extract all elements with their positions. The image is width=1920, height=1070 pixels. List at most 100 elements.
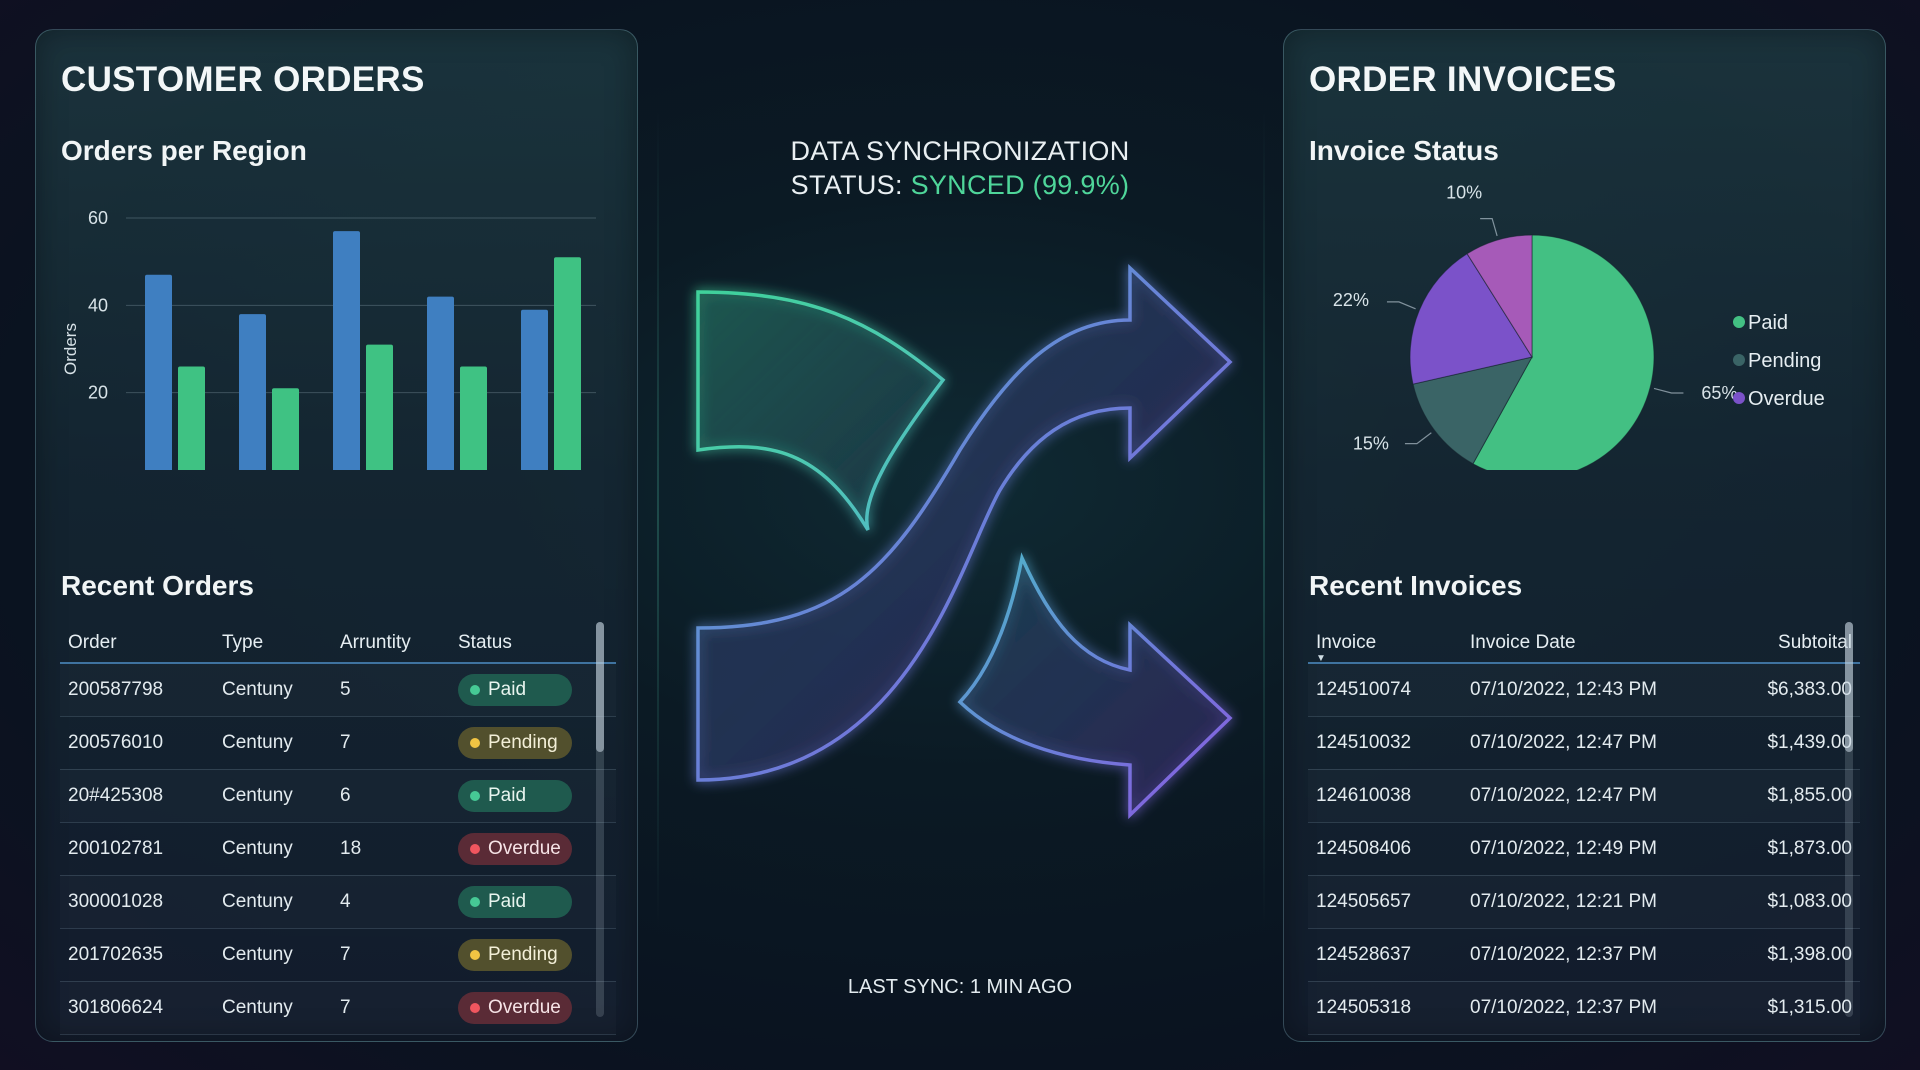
table-row[interactable]: 200587798 Centuny 5 Paid	[60, 663, 616, 717]
orders-chart-title: Orders per Region	[61, 135, 307, 166]
table-row[interactable]: 200102781 Centuny 18 Overdue	[60, 822, 616, 876]
sync-status-heading: DATA SYNCHRONIZATION STATUS: SYNCED (99.…	[660, 134, 1260, 202]
pie-percent-label: 15%	[1353, 434, 1389, 454]
table-row[interactable]: 20#425308 Centuny 6 Paid	[60, 769, 616, 823]
table-row[interactable]: 124610038 07/10/2022, 12:47 PM $1,855.00	[1308, 769, 1860, 823]
sync-heading-line: DATA SYNCHRONIZATION	[790, 136, 1130, 166]
order-id-cell: 200587798	[60, 663, 214, 717]
bar-green[interactable]	[178, 366, 205, 470]
column-header-subtotal[interactable]: Subtoital	[1732, 623, 1860, 664]
table-header-row: Order Type Arruntity Status	[60, 623, 616, 664]
table-row[interactable]: 124528637 07/10/2022, 12:37 PM $1,398.00	[1308, 928, 1860, 982]
order-type-cell: Centuny	[214, 822, 332, 876]
order-type-cell: Centuny	[214, 769, 332, 823]
table-row[interactable]: 300001028 Centuny 4 Paid	[60, 875, 616, 929]
column-header-type[interactable]: Type	[214, 623, 332, 664]
status-badge-label: Overdue	[488, 996, 561, 1018]
order-status-cell: Paid	[450, 875, 616, 929]
orders-per-region-chart: 0204060OrdersNorthEasWestRegionSouthRest	[61, 208, 596, 470]
column-header-quantity[interactable]: Arruntity	[332, 623, 450, 664]
recent-invoices-table: Invoice ▼ Invoice Date Subtoital 12451007…	[1308, 623, 1860, 1035]
bar-blue[interactable]	[427, 296, 454, 470]
sort-down-icon[interactable]: ▼	[1316, 653, 1326, 664]
status-badge: Pending	[458, 938, 572, 971]
table-row[interactable]: 124505318 07/10/2022, 12:37 PM $1,315.00	[1308, 981, 1860, 1035]
invoices-scrollbar[interactable]	[1845, 622, 1853, 1017]
status-badge: Overdue	[458, 991, 572, 1024]
invoice-date-cell: 07/10/2022, 12:37 PM	[1462, 928, 1732, 982]
pie-slice[interactable]	[1466, 234, 1533, 359]
legend-label[interactable]: Pending	[1748, 350, 1821, 372]
pie-slice[interactable]	[1409, 253, 1533, 385]
table-row[interactable]: 124510074 07/10/2022, 12:43 PM $6,383.00	[1308, 663, 1860, 717]
customer-orders-panel: CUSTOMER ORDERS Orders per Region 020406…	[35, 29, 638, 1042]
status-dot-icon	[470, 790, 480, 801]
invoice-date-cell: 07/10/2022, 12:47 PM	[1462, 769, 1732, 823]
invoice-id-cell: 124505657	[1308, 875, 1462, 929]
table-row[interactable]: 301806624 Centuny 7 Overdue	[60, 981, 616, 1035]
bar-green[interactable]	[554, 257, 581, 470]
order-type-cell: Centuny	[214, 716, 332, 770]
bar-blue[interactable]	[521, 309, 548, 470]
invoices-scroll-thumb[interactable]	[1845, 622, 1853, 752]
order-quantity-cell: 6	[332, 769, 450, 823]
column-header-invoice-date[interactable]: Invoice Date	[1462, 623, 1732, 664]
bar-green[interactable]	[460, 366, 487, 470]
table-row[interactable]: 200576010 Centuny 7 Pending	[60, 716, 616, 770]
bar-blue[interactable]	[333, 231, 360, 470]
bar-blue[interactable]	[239, 314, 266, 470]
table-row[interactable]: 124510032 07/10/2022, 12:47 PM $1,439.00	[1308, 716, 1860, 770]
invoice-id-cell: 124610038	[1308, 769, 1462, 823]
pie-percent-label: 22%	[1333, 290, 1369, 310]
orders-scroll-thumb[interactable]	[596, 622, 604, 752]
bar-green[interactable]	[366, 344, 393, 470]
arrow-down-right-shape	[957, 552, 1233, 820]
order-quantity-cell: 7	[332, 981, 450, 1035]
status-badge: Pending	[458, 726, 572, 759]
status-badge-label: Overdue	[488, 837, 561, 859]
column-header-order[interactable]: Order	[60, 623, 214, 664]
column-header-status[interactable]: Status	[450, 623, 616, 664]
bar-green[interactable]	[272, 388, 299, 470]
arrow-up-right-shape	[696, 290, 946, 531]
sync-status-line: STATUS: SYNCED (99.9%)	[660, 168, 1260, 202]
table-row[interactable]: 124508406 07/10/2022, 12:49 PM $1,873.00	[1308, 822, 1860, 876]
invoice-subtotal-cell: $1,855.00	[1732, 769, 1860, 823]
order-id-cell: 300001028	[60, 875, 214, 929]
legend-label[interactable]: Overdue	[1748, 388, 1825, 410]
y-axis-title: Orders	[61, 323, 80, 375]
order-type-cell: Centuny	[214, 928, 332, 982]
y-tick-label: 60	[88, 208, 108, 228]
column-header-invoice[interactable]: Invoice ▼	[1308, 623, 1462, 664]
pie-slice[interactable]	[1412, 356, 1533, 465]
column-header-invoice-label: Invoice	[1316, 631, 1377, 653]
y-tick-label: 40	[88, 295, 108, 315]
table-row[interactable]: 201702635 Centuny 7 Pending	[60, 928, 616, 982]
order-status-cell: Pending	[450, 928, 616, 982]
status-dot-icon	[470, 896, 480, 907]
legend-label[interactable]: Paid	[1748, 312, 1788, 334]
status-dot-icon	[470, 949, 480, 960]
bar-blue[interactable]	[145, 274, 172, 470]
pie-leader-line	[1386, 301, 1416, 310]
table-row[interactable]: 124505657 07/10/2022, 12:21 PM $1,083.00	[1308, 875, 1860, 929]
arrow-swoop-main	[696, 263, 1233, 782]
invoice-subtotal-cell: $1,398.00	[1732, 928, 1860, 982]
status-badge-label: Paid	[488, 890, 527, 912]
order-quantity-cell: 4	[332, 875, 450, 929]
invoice-id-cell: 124508406	[1308, 822, 1462, 876]
order-status-cell: Overdue	[450, 822, 616, 876]
pie-slice[interactable]	[1472, 234, 1655, 470]
order-id-cell: 301806624	[60, 981, 214, 1035]
orders-scrollbar[interactable]	[596, 622, 604, 1017]
order-quantity-cell: 18	[332, 822, 450, 876]
order-id-cell: 200576010	[60, 716, 214, 770]
status-badge-label: Pending	[488, 943, 558, 965]
order-id-cell: 200102781	[60, 822, 214, 876]
invoice-subtotal-cell: $1,083.00	[1732, 875, 1860, 929]
panel-title: ORDER INVOICES	[1309, 60, 1617, 99]
pie-percent-label: 10%	[1446, 183, 1482, 203]
status-dot-icon	[470, 684, 480, 695]
legend-swatch	[1733, 392, 1745, 404]
status-dot-icon	[470, 843, 480, 854]
